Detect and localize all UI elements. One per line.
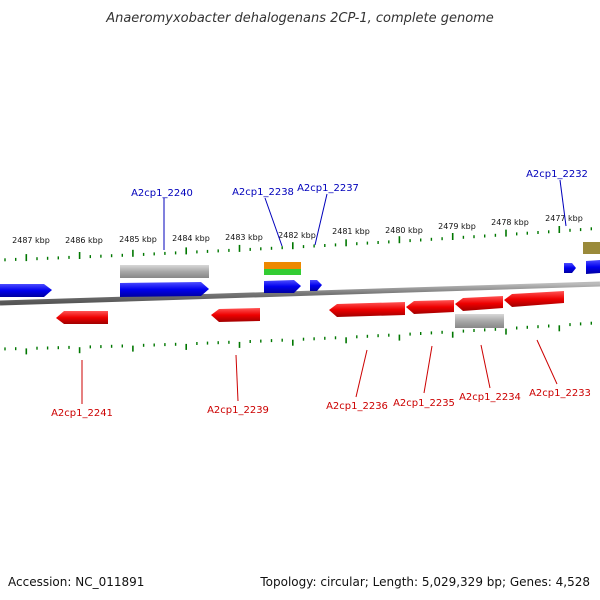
- gene-arrow-forward[interactable]: [564, 263, 576, 273]
- ruler-label: 2484 kbp: [172, 234, 210, 243]
- leader-line: [423, 345, 433, 394]
- feature-block-gray[interactable]: [120, 265, 209, 278]
- gene-arrow-forward[interactable]: [0, 284, 52, 297]
- gene-arrow-reverse[interactable]: [406, 300, 454, 314]
- accession-text: Accession: NC_011891: [8, 575, 144, 589]
- leader-line: [355, 349, 368, 398]
- gene-arrow-forward[interactable]: [120, 282, 209, 297]
- gene-arrow-reverse[interactable]: [504, 291, 564, 307]
- feature-block-green[interactable]: [264, 269, 301, 275]
- ruler-label: 2478 kbp: [491, 218, 529, 227]
- leader-line: [235, 354, 239, 402]
- ruler-label: 2482 kbp: [278, 231, 316, 240]
- gene-arrow-reverse[interactable]: [211, 308, 260, 322]
- reverse-strand-features: [56, 291, 564, 328]
- gene-label[interactable]: A2cp1_2240: [131, 188, 193, 199]
- gene-labels-reverse: A2cp1_2241 A2cp1_2239 A2cp1_2236 A2cp1_2…: [51, 388, 591, 419]
- gene-label[interactable]: A2cp1_2234: [459, 392, 521, 403]
- ruler-label: 2481 kbp: [332, 227, 370, 236]
- feature-block-gray[interactable]: [455, 314, 504, 328]
- gene-arrow-forward[interactable]: [310, 280, 322, 291]
- ruler-label: 2485 kbp: [119, 235, 157, 244]
- ruler-label: 2486 kbp: [65, 236, 103, 245]
- feature-block-olive[interactable]: [583, 242, 600, 254]
- leader-line: [480, 344, 491, 389]
- gene-arrow-reverse[interactable]: [455, 296, 503, 311]
- gene-label[interactable]: A2cp1_2239: [207, 405, 269, 416]
- ruler-label: 2487 kbp: [12, 236, 50, 245]
- gene-arrow-reverse[interactable]: [56, 311, 108, 324]
- gene-labels-forward: A2cp1_2240 A2cp1_2238 A2cp1_2237 A2cp1_2…: [131, 169, 588, 199]
- ruler-labels: 2487 kbp 2486 kbp 2485 kbp 2484 kbp 2483…: [12, 214, 583, 245]
- genome-summary-text: Topology: circular; Length: 5,029,329 bp…: [259, 575, 590, 589]
- gene-label[interactable]: A2cp1_2241: [51, 408, 113, 419]
- gene-label[interactable]: A2cp1_2235: [393, 398, 455, 409]
- upper-tick-row: [4, 226, 592, 262]
- ruler-label: 2477 kbp: [545, 214, 583, 223]
- ruler-label: 2480 kbp: [385, 226, 423, 235]
- leader-line: [559, 179, 567, 227]
- feature-block-orange[interactable]: [264, 262, 301, 269]
- gene-label[interactable]: A2cp1_2237: [297, 183, 359, 194]
- lower-tick-row: [4, 321, 592, 355]
- gene-label[interactable]: A2cp1_2233: [529, 388, 591, 399]
- gene-arrow-forward[interactable]: [586, 260, 600, 274]
- forward-strand-features: [0, 242, 600, 297]
- ruler-label: 2479 kbp: [438, 222, 476, 231]
- gene-arrow-reverse[interactable]: [329, 302, 405, 317]
- leader-line: [314, 193, 328, 246]
- leader-line: [264, 197, 283, 247]
- leader-line: [536, 339, 558, 385]
- gene-label[interactable]: A2cp1_2236: [326, 401, 388, 412]
- gene-label[interactable]: A2cp1_2232: [526, 169, 588, 180]
- gene-label[interactable]: A2cp1_2238: [232, 187, 294, 198]
- map-title: Anaeromyxobacter dehalogenans 2CP-1, com…: [105, 11, 494, 26]
- label-leaders: [81, 179, 567, 404]
- genome-backbone: [0, 281, 600, 306]
- gene-arrow-forward[interactable]: [264, 280, 301, 293]
- ruler-label: 2483 kbp: [225, 233, 263, 242]
